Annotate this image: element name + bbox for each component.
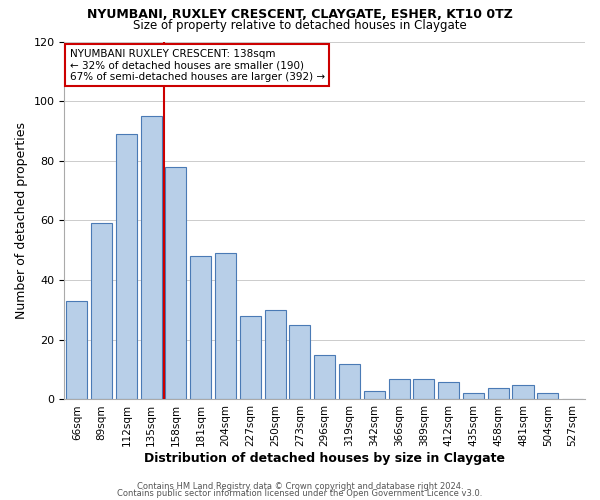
Bar (289, 325, 310, 400)
Bar (413, 378, 434, 400)
Bar (190, 256, 211, 400)
Bar (116, 134, 137, 400)
Bar (66, 301, 88, 400)
Bar (364, 390, 385, 400)
Bar (91, 224, 112, 400)
Bar (488, 388, 509, 400)
Text: NYUMBANI RUXLEY CRESCENT: 138sqm
← 32% of detached houses are smaller (190)
67% : NYUMBANI RUXLEY CRESCENT: 138sqm ← 32% o… (70, 48, 325, 82)
Text: Contains HM Land Registry data © Crown copyright and database right 2024.: Contains HM Land Registry data © Crown c… (137, 482, 463, 491)
Bar (240, 316, 261, 400)
Text: NYUMBANI, RUXLEY CRESCENT, CLAYGATE, ESHER, KT10 0TZ: NYUMBANI, RUXLEY CRESCENT, CLAYGATE, ESH… (87, 8, 513, 20)
Bar (537, 394, 559, 400)
Bar (265, 310, 286, 400)
Bar (314, 354, 335, 400)
Text: Contains public sector information licensed under the Open Government Licence v3: Contains public sector information licen… (118, 490, 482, 498)
Bar (512, 384, 533, 400)
Y-axis label: Number of detached properties: Number of detached properties (15, 122, 28, 319)
Bar (215, 254, 236, 400)
Bar (438, 382, 459, 400)
Bar (389, 378, 410, 400)
Bar (166, 167, 187, 400)
Bar (140, 116, 162, 400)
Bar (463, 394, 484, 400)
Bar (339, 364, 360, 400)
X-axis label: Distribution of detached houses by size in Claygate: Distribution of detached houses by size … (144, 452, 505, 465)
Text: Size of property relative to detached houses in Claygate: Size of property relative to detached ho… (133, 18, 467, 32)
